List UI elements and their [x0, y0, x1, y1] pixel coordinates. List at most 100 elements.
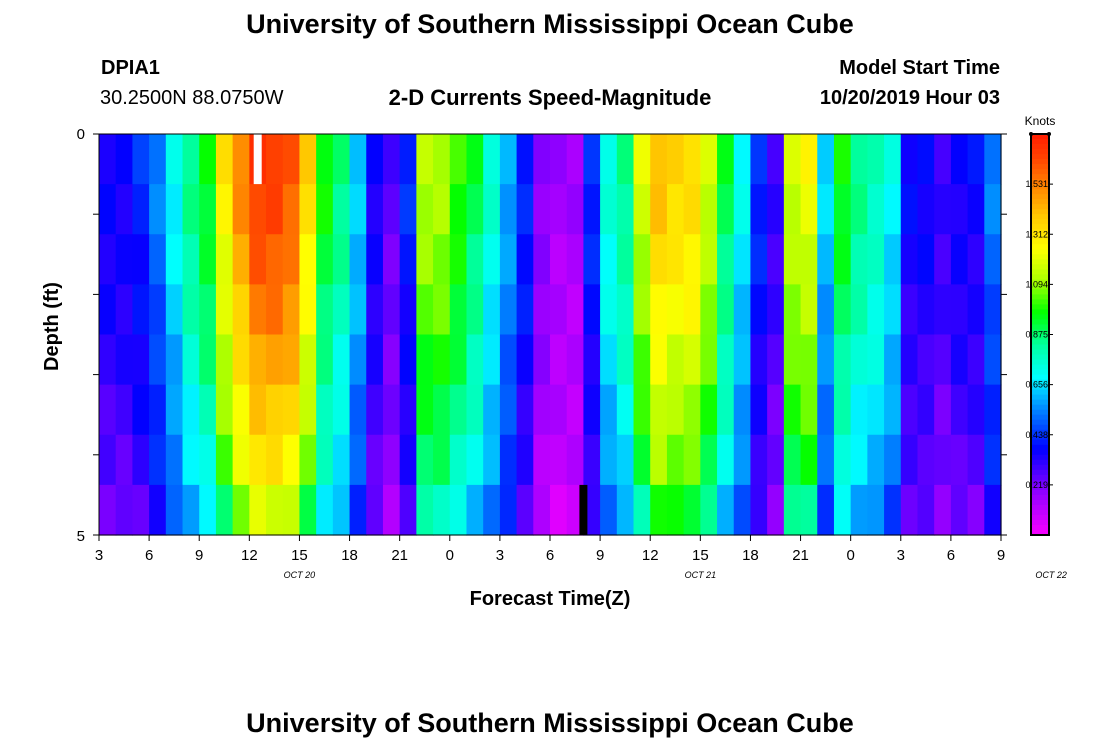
heatmap-cell: [516, 484, 534, 536]
heatmap-cell: [750, 484, 768, 536]
x-tick-label: 15: [291, 547, 308, 564]
heatmap-cell: [550, 334, 568, 386]
heatmap-cell: [416, 334, 434, 386]
model-start-label: Model Start Time: [839, 57, 1000, 79]
heatmap-cell: [416, 384, 434, 436]
heatmap-cell: [299, 334, 317, 386]
x-tick-label: 3: [897, 547, 905, 564]
heatmap-cell: [817, 484, 835, 536]
y-axis: 05: [77, 126, 1007, 545]
heatmap-cell: [800, 234, 818, 285]
heatmap-cell: [466, 434, 484, 486]
heatmap-cell: [934, 334, 952, 386]
heatmap-cell: [366, 234, 384, 285]
heatmap-cell: [984, 334, 1002, 386]
heatmap-cell: [165, 384, 184, 436]
heatmap-cell: [483, 434, 501, 486]
heatmap-cell: [533, 384, 551, 436]
heatmap-cell: [967, 484, 985, 536]
heatmap-cell: [633, 434, 651, 486]
x-tick-label: 21: [391, 547, 408, 564]
heatmap-cell: [199, 184, 217, 235]
colorbar-segment: [1031, 254, 1049, 260]
heatmap-cell: [232, 334, 250, 386]
heatmap-cell: [316, 384, 334, 436]
heatmap-cell: [717, 334, 735, 386]
x-tick-label: 6: [546, 547, 554, 564]
heatmap-cell: [316, 484, 334, 536]
date-label: OCT 21: [685, 570, 717, 580]
heatmap-cell: [934, 134, 952, 185]
x-tick-label: 6: [947, 547, 955, 564]
heatmap-cell: [666, 234, 685, 285]
heatmap-cell: [99, 234, 117, 285]
heatmap-cell: [249, 484, 267, 536]
heatmap-cell: [666, 384, 685, 436]
colorbar-segment: [1031, 394, 1049, 401]
heatmap-cell: [850, 334, 868, 386]
heatmap-cell: [583, 434, 601, 486]
heatmap-cell: [416, 284, 434, 336]
heatmap-cell: [299, 284, 317, 336]
heatmap-cell: [783, 284, 802, 336]
heatmap-cell: [483, 334, 501, 386]
heatmap-cell: [483, 484, 501, 536]
heatmap-cell: [215, 134, 234, 185]
heatmap-cell: [199, 434, 217, 486]
heatmap-cell: [984, 484, 1002, 536]
heatmap-cell: [817, 384, 835, 436]
colorbar-segment: [1031, 344, 1049, 351]
heatmap-cell: [416, 134, 434, 185]
heatmap-cell: [349, 184, 367, 235]
heatmap-cell: [917, 384, 935, 436]
heatmap-cell: [700, 434, 718, 486]
heatmap-cell: [700, 184, 718, 235]
heatmap-cell: [967, 184, 985, 235]
heatmap-cell: [683, 234, 701, 285]
heatmap-cell: [299, 184, 317, 235]
colorbar-segment: [1031, 139, 1049, 145]
colorbar-segment: [1031, 134, 1049, 140]
colorbar-segment: [1031, 194, 1049, 200]
heatmap-cell: [950, 284, 969, 336]
colorbar-segment: [1031, 429, 1049, 436]
heatmap-cell: [149, 234, 167, 285]
heatmap-cell: [466, 484, 484, 536]
heatmap-cell: [182, 434, 200, 486]
heatmap-cell: [249, 384, 267, 436]
heatmap-cell: [399, 334, 417, 386]
station-id: DPIA1: [101, 57, 160, 79]
heatmap-cell: [433, 384, 451, 436]
heatmap-cell: [817, 284, 835, 336]
heatmap-cell: [583, 134, 601, 185]
colorbar-segment: [1031, 149, 1049, 155]
colorbar-segment: [1031, 244, 1049, 250]
heatmap-cell: [115, 434, 133, 486]
colorbar-segment: [1031, 314, 1049, 321]
heatmap-cell: [149, 334, 167, 386]
colorbar-tick-label: 0.219: [1025, 480, 1048, 490]
heatmap-cell: [800, 384, 818, 436]
heatmap-cell: [449, 484, 468, 536]
heatmap-cell: [583, 284, 601, 336]
heatmap-cell: [867, 134, 885, 185]
heatmap-cell: [466, 234, 484, 285]
heatmap-cell: [165, 284, 184, 336]
heatmap-cell: [266, 434, 284, 486]
heatmap-cell: [817, 334, 835, 386]
heatmap-cell: [867, 234, 885, 285]
heatmap-cell: [349, 484, 367, 536]
colorbar-segment: [1031, 224, 1049, 230]
heatmap-cell: [449, 334, 468, 386]
heatmap-cell: [115, 484, 133, 536]
colorbar: 1.531 1.312 1.094 0.875 0.656 0.438 0.219: [1025, 132, 1053, 536]
heatmap-cell: [349, 434, 367, 486]
heatmap-cell: [767, 134, 785, 185]
colorbar-segment: [1031, 404, 1049, 411]
heatmap-cell: [182, 134, 200, 185]
heatmap-cell: [332, 334, 351, 386]
heatmap-cell: [984, 434, 1002, 486]
heatmap-cell: [800, 334, 818, 386]
x-tick-label: 6: [145, 547, 153, 564]
colorbar-segment: [1031, 529, 1049, 536]
